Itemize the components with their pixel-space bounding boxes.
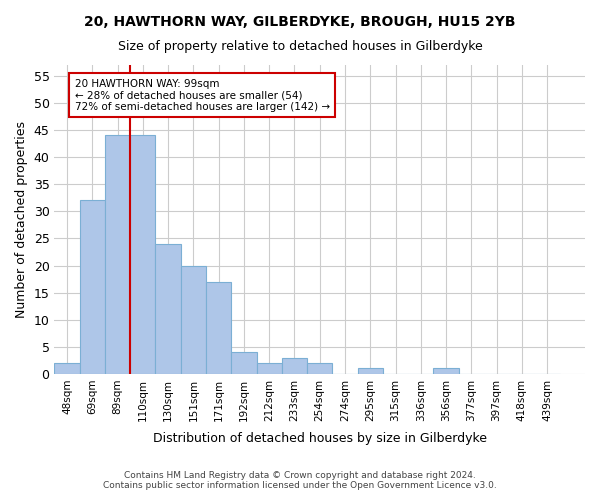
- Text: Contains HM Land Registry data © Crown copyright and database right 2024.
Contai: Contains HM Land Registry data © Crown c…: [103, 470, 497, 490]
- Bar: [130, 136, 155, 374]
- Text: Size of property relative to detached houses in Gilberdyke: Size of property relative to detached ho…: [118, 40, 482, 53]
- Bar: [80, 200, 105, 374]
- Bar: [358, 368, 383, 374]
- Bar: [181, 266, 206, 374]
- Bar: [105, 136, 130, 374]
- Text: 20, HAWTHORN WAY, GILBERDYKE, BROUGH, HU15 2YB: 20, HAWTHORN WAY, GILBERDYKE, BROUGH, HU…: [84, 15, 516, 29]
- Bar: [231, 352, 257, 374]
- Bar: [257, 363, 282, 374]
- X-axis label: Distribution of detached houses by size in Gilberdyke: Distribution of detached houses by size …: [153, 432, 487, 445]
- Text: 20 HAWTHORN WAY: 99sqm
← 28% of detached houses are smaller (54)
72% of semi-det: 20 HAWTHORN WAY: 99sqm ← 28% of detached…: [74, 78, 330, 112]
- Bar: [55, 363, 80, 374]
- Y-axis label: Number of detached properties: Number of detached properties: [15, 121, 28, 318]
- Bar: [282, 358, 307, 374]
- Bar: [206, 282, 231, 374]
- Bar: [433, 368, 458, 374]
- Bar: [307, 363, 332, 374]
- Bar: [155, 244, 181, 374]
